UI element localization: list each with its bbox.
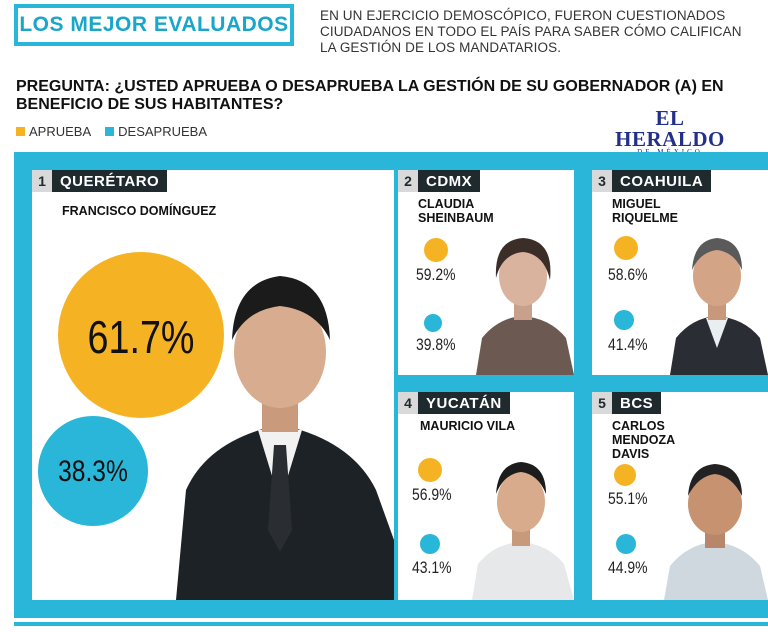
rank-number-1: 1 bbox=[32, 170, 52, 192]
logo-main: EL HERALDO bbox=[615, 106, 725, 151]
card-rank-4: 4 YUCATÁN MAURICIO VILA 56.9% 43.1% bbox=[398, 392, 574, 600]
approve-label-4: 56.9% bbox=[412, 485, 452, 504]
state-name-5: BCS bbox=[620, 394, 654, 412]
rank-label-5: 5 BCS bbox=[592, 392, 662, 414]
rank-number-3: 3 bbox=[592, 170, 612, 192]
state-name-4: YUCATÁN bbox=[426, 394, 502, 412]
rank-label-1: 1 QUERÉTARO bbox=[32, 170, 168, 192]
disapprove-label-4: 43.1% bbox=[412, 558, 452, 577]
question-text: PREGUNTA: ¿USTED APRUEBA O DESAPRUEBA LA… bbox=[16, 78, 724, 113]
disapprove-dot-4 bbox=[420, 534, 440, 554]
governor-name-3: MIGUEL RIQUELME bbox=[612, 197, 678, 225]
governor-photo-5 bbox=[664, 464, 768, 600]
rank-label-3: 3 COAHUILA bbox=[592, 170, 712, 192]
state-name-1: QUERÉTARO bbox=[60, 172, 160, 190]
governor-name-4: MAURICIO VILA bbox=[420, 419, 516, 433]
disapprove-dot-2 bbox=[424, 314, 442, 332]
legend-disapprove-label: DESAPRUEBA bbox=[118, 124, 208, 139]
governor-name-1: FRANCISCO DOMÍNGUEZ bbox=[62, 204, 217, 218]
title-box: LOS MEJOR EVALUADOS bbox=[14, 4, 294, 46]
approve-label-2: 59.2% bbox=[416, 265, 456, 284]
rank-number-5: 5 bbox=[592, 392, 612, 414]
intro-text: EN UN EJERCICIO DEMOSCÓPICO, FUERON CUES… bbox=[320, 8, 742, 55]
rank-number-2: 2 bbox=[398, 170, 418, 192]
governor-name-5: CARLOS MENDOZA DAVIS bbox=[612, 419, 675, 461]
state-name-2: CDMX bbox=[426, 172, 473, 190]
approve-label-3: 58.6% bbox=[608, 265, 648, 284]
card-rank-3: 3 COAHUILA MIGUEL RIQUELME 58.6% 41.4% bbox=[592, 170, 768, 375]
disapprove-label-2: 39.8% bbox=[416, 335, 456, 354]
approve-dot-4 bbox=[418, 458, 442, 482]
disapprove-label-3: 41.4% bbox=[608, 335, 648, 354]
legend: APRUEBA DESAPRUEBA bbox=[16, 124, 221, 139]
rank-number-4: 4 bbox=[398, 392, 418, 414]
approve-label-1: 61.7% bbox=[87, 311, 195, 363]
approve-label-5: 55.1% bbox=[608, 489, 648, 508]
governor-photo-4 bbox=[472, 462, 574, 600]
approve-swatch bbox=[16, 127, 25, 136]
governor-name-2: CLAUDIA SHEINBAUM bbox=[418, 197, 494, 225]
disapprove-label-5: 44.9% bbox=[608, 558, 648, 577]
approve-dot-3 bbox=[614, 236, 638, 260]
bottom-rule bbox=[14, 622, 768, 626]
results-panel: 1 QUERÉTARO FRANCISCO DOMÍNGUEZ 61.7% 38… bbox=[14, 152, 768, 618]
page-title: LOS MEJOR EVALUADOS bbox=[19, 13, 289, 36]
approve-dot-5 bbox=[614, 464, 636, 486]
state-name-3: COAHUILA bbox=[620, 172, 704, 190]
approve-dot-2 bbox=[424, 238, 448, 262]
disapprove-dot-5 bbox=[616, 534, 636, 554]
governor-photo-2 bbox=[476, 238, 574, 375]
governor-photo-3 bbox=[670, 238, 768, 375]
disapprove-dot-3 bbox=[614, 310, 634, 330]
newspaper-logo: EL HERALDO DE MÉXICO bbox=[600, 106, 740, 157]
approve-circle-1 bbox=[58, 252, 224, 418]
card-rank-2: 2 CDMX CLAUDIA SHEINBAUM 59.2% 39.8% bbox=[398, 170, 574, 375]
disapprove-swatch bbox=[105, 127, 115, 136]
rank-label-2: 2 CDMX bbox=[398, 170, 481, 192]
legend-disapprove: DESAPRUEBA bbox=[105, 124, 207, 139]
card-rank-5: 5 BCS CARLOS MENDOZA DAVIS 55.1% 44.9% bbox=[592, 392, 768, 600]
card-rank-1: 1 QUERÉTARO FRANCISCO DOMÍNGUEZ 61.7% 38… bbox=[32, 170, 394, 600]
governor-photo-1 bbox=[176, 276, 394, 600]
disapprove-label-1: 38.3% bbox=[58, 455, 128, 488]
legend-approve: APRUEBA bbox=[16, 124, 91, 139]
disapprove-circle-1 bbox=[38, 416, 148, 526]
legend-approve-label: APRUEBA bbox=[29, 124, 92, 139]
rank-label-4: 4 YUCATÁN bbox=[398, 392, 510, 414]
